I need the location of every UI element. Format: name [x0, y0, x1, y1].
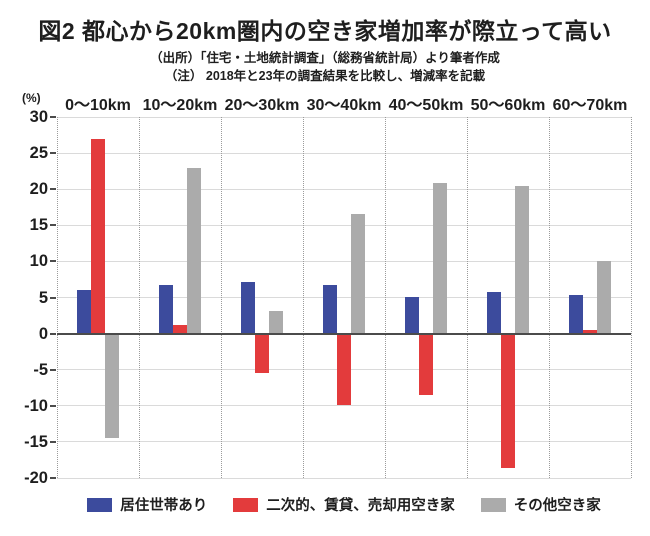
- y-axis-tick: [50, 368, 56, 371]
- gridline: [57, 441, 631, 443]
- bar-10〜20km-s1: [173, 324, 187, 334]
- y-axis-tick-label: 5: [38, 288, 48, 307]
- y-axis-tick-label: -5: [33, 360, 48, 379]
- legend-label: その他空き家: [513, 498, 601, 514]
- bar-60〜70km-s1: [583, 329, 597, 334]
- x-axis-category-label: 30〜40km: [306, 97, 382, 114]
- x-axis-category-label: 40〜50km: [388, 97, 464, 114]
- legend-item-2: その他空き家: [480, 494, 601, 515]
- y-axis-tick-label: 10: [29, 252, 48, 271]
- source-note: （出所）「住宅・土地統計調査」（総務省統計局）より筆者作成: [150, 51, 500, 65]
- bar-0〜10km-s0: [77, 289, 91, 334]
- bar-20〜30km-s2: [269, 311, 283, 334]
- bar-50〜60km-s1: [501, 333, 515, 468]
- gridline: [57, 477, 631, 479]
- group-separator: [385, 117, 386, 478]
- y-axis-tick-label: -15: [24, 432, 48, 451]
- y-axis-tick-label: -20: [24, 469, 48, 487]
- legend-label: 居住世帯あり: [120, 498, 208, 514]
- x-axis-category-label: 0〜10km: [65, 97, 131, 114]
- group-separator: [221, 117, 222, 478]
- y-axis-tick-label: 20: [29, 180, 48, 199]
- legend: 居住世帯あり 二次的、賃貸、売却用空き家 その他空き家: [57, 494, 631, 515]
- y-axis-tick: [50, 224, 56, 227]
- zero-line: [57, 332, 631, 335]
- legend-item-0: 居住世帯あり: [87, 494, 207, 515]
- bar-60〜70km-s0: [569, 295, 583, 334]
- gridline: [57, 152, 631, 154]
- y-axis-tick-label: -10: [24, 396, 48, 415]
- legend-swatch-icon: [233, 497, 259, 512]
- bar-0〜10km-s2: [105, 333, 119, 438]
- bar-60〜70km-s2: [597, 260, 611, 334]
- y-axis-tick: [50, 440, 56, 443]
- group-separator: [631, 117, 632, 478]
- bar-0〜10km-s1: [91, 139, 105, 334]
- y-axis-tick: [50, 477, 56, 479]
- y-axis-tick: [50, 404, 56, 407]
- bar-40〜50km-s0: [405, 296, 419, 334]
- survey-note: （注） 2018年と23年の調査結果を比較し、増減率を記載: [164, 69, 486, 83]
- legend-item-1: 二次的、賃貸、売却用空き家: [233, 494, 455, 515]
- bar-40〜50km-s2: [433, 183, 447, 334]
- y-axis-unit-label: (%): [22, 91, 41, 105]
- x-axis-category-label: 60〜70km: [552, 97, 628, 114]
- y-axis-tick-label: 25: [29, 144, 48, 163]
- y-axis-tick: [50, 188, 56, 191]
- y-axis-tick: [50, 332, 56, 335]
- group-separator: [139, 117, 140, 478]
- y-axis-tick: [50, 260, 56, 263]
- gridline: [57, 224, 631, 226]
- group-separator: [303, 117, 304, 478]
- bar-30〜40km-s2: [351, 213, 365, 334]
- gridline: [57, 188, 631, 190]
- y-axis-tick-label: 15: [29, 216, 48, 235]
- figure-title: 図2 都心から20km圏内の空き家増加率が際立って高い: [38, 18, 612, 44]
- legend-label: 二次的、賃貸、売却用空き家: [266, 498, 455, 514]
- x-axis-category-label: 10〜20km: [142, 97, 218, 114]
- y-axis-tick-label: 0: [38, 324, 48, 343]
- y-axis-tick-label: 30: [29, 108, 48, 126]
- y-axis-tick: [50, 152, 56, 155]
- bar-30〜40km-s1: [337, 333, 351, 406]
- x-axis-category-label: 50〜60km: [470, 97, 546, 114]
- y-axis-tick: [50, 296, 56, 299]
- y-axis-tick: [50, 116, 56, 118]
- group-separator: [549, 117, 550, 478]
- gridline: [57, 297, 631, 298]
- bar-10〜20km-s0: [159, 285, 173, 334]
- gridline: [57, 260, 631, 262]
- legend-swatch-icon: [87, 497, 113, 512]
- bar-40〜50km-s1: [419, 333, 433, 395]
- x-axis-category-label: 20〜30km: [224, 97, 300, 114]
- bar-50〜60km-s0: [487, 291, 501, 334]
- bar-20〜30km-s0: [241, 282, 255, 334]
- group-separator: [467, 117, 468, 478]
- group-separator: [57, 117, 58, 478]
- bar-10〜20km-s2: [187, 168, 201, 334]
- gridline: [57, 116, 631, 118]
- bar-50〜60km-s2: [515, 186, 529, 334]
- bar-30〜40km-s0: [323, 285, 337, 334]
- bar-20〜30km-s1: [255, 333, 269, 373]
- gridline: [57, 405, 631, 407]
- legend-swatch-icon: [480, 497, 506, 512]
